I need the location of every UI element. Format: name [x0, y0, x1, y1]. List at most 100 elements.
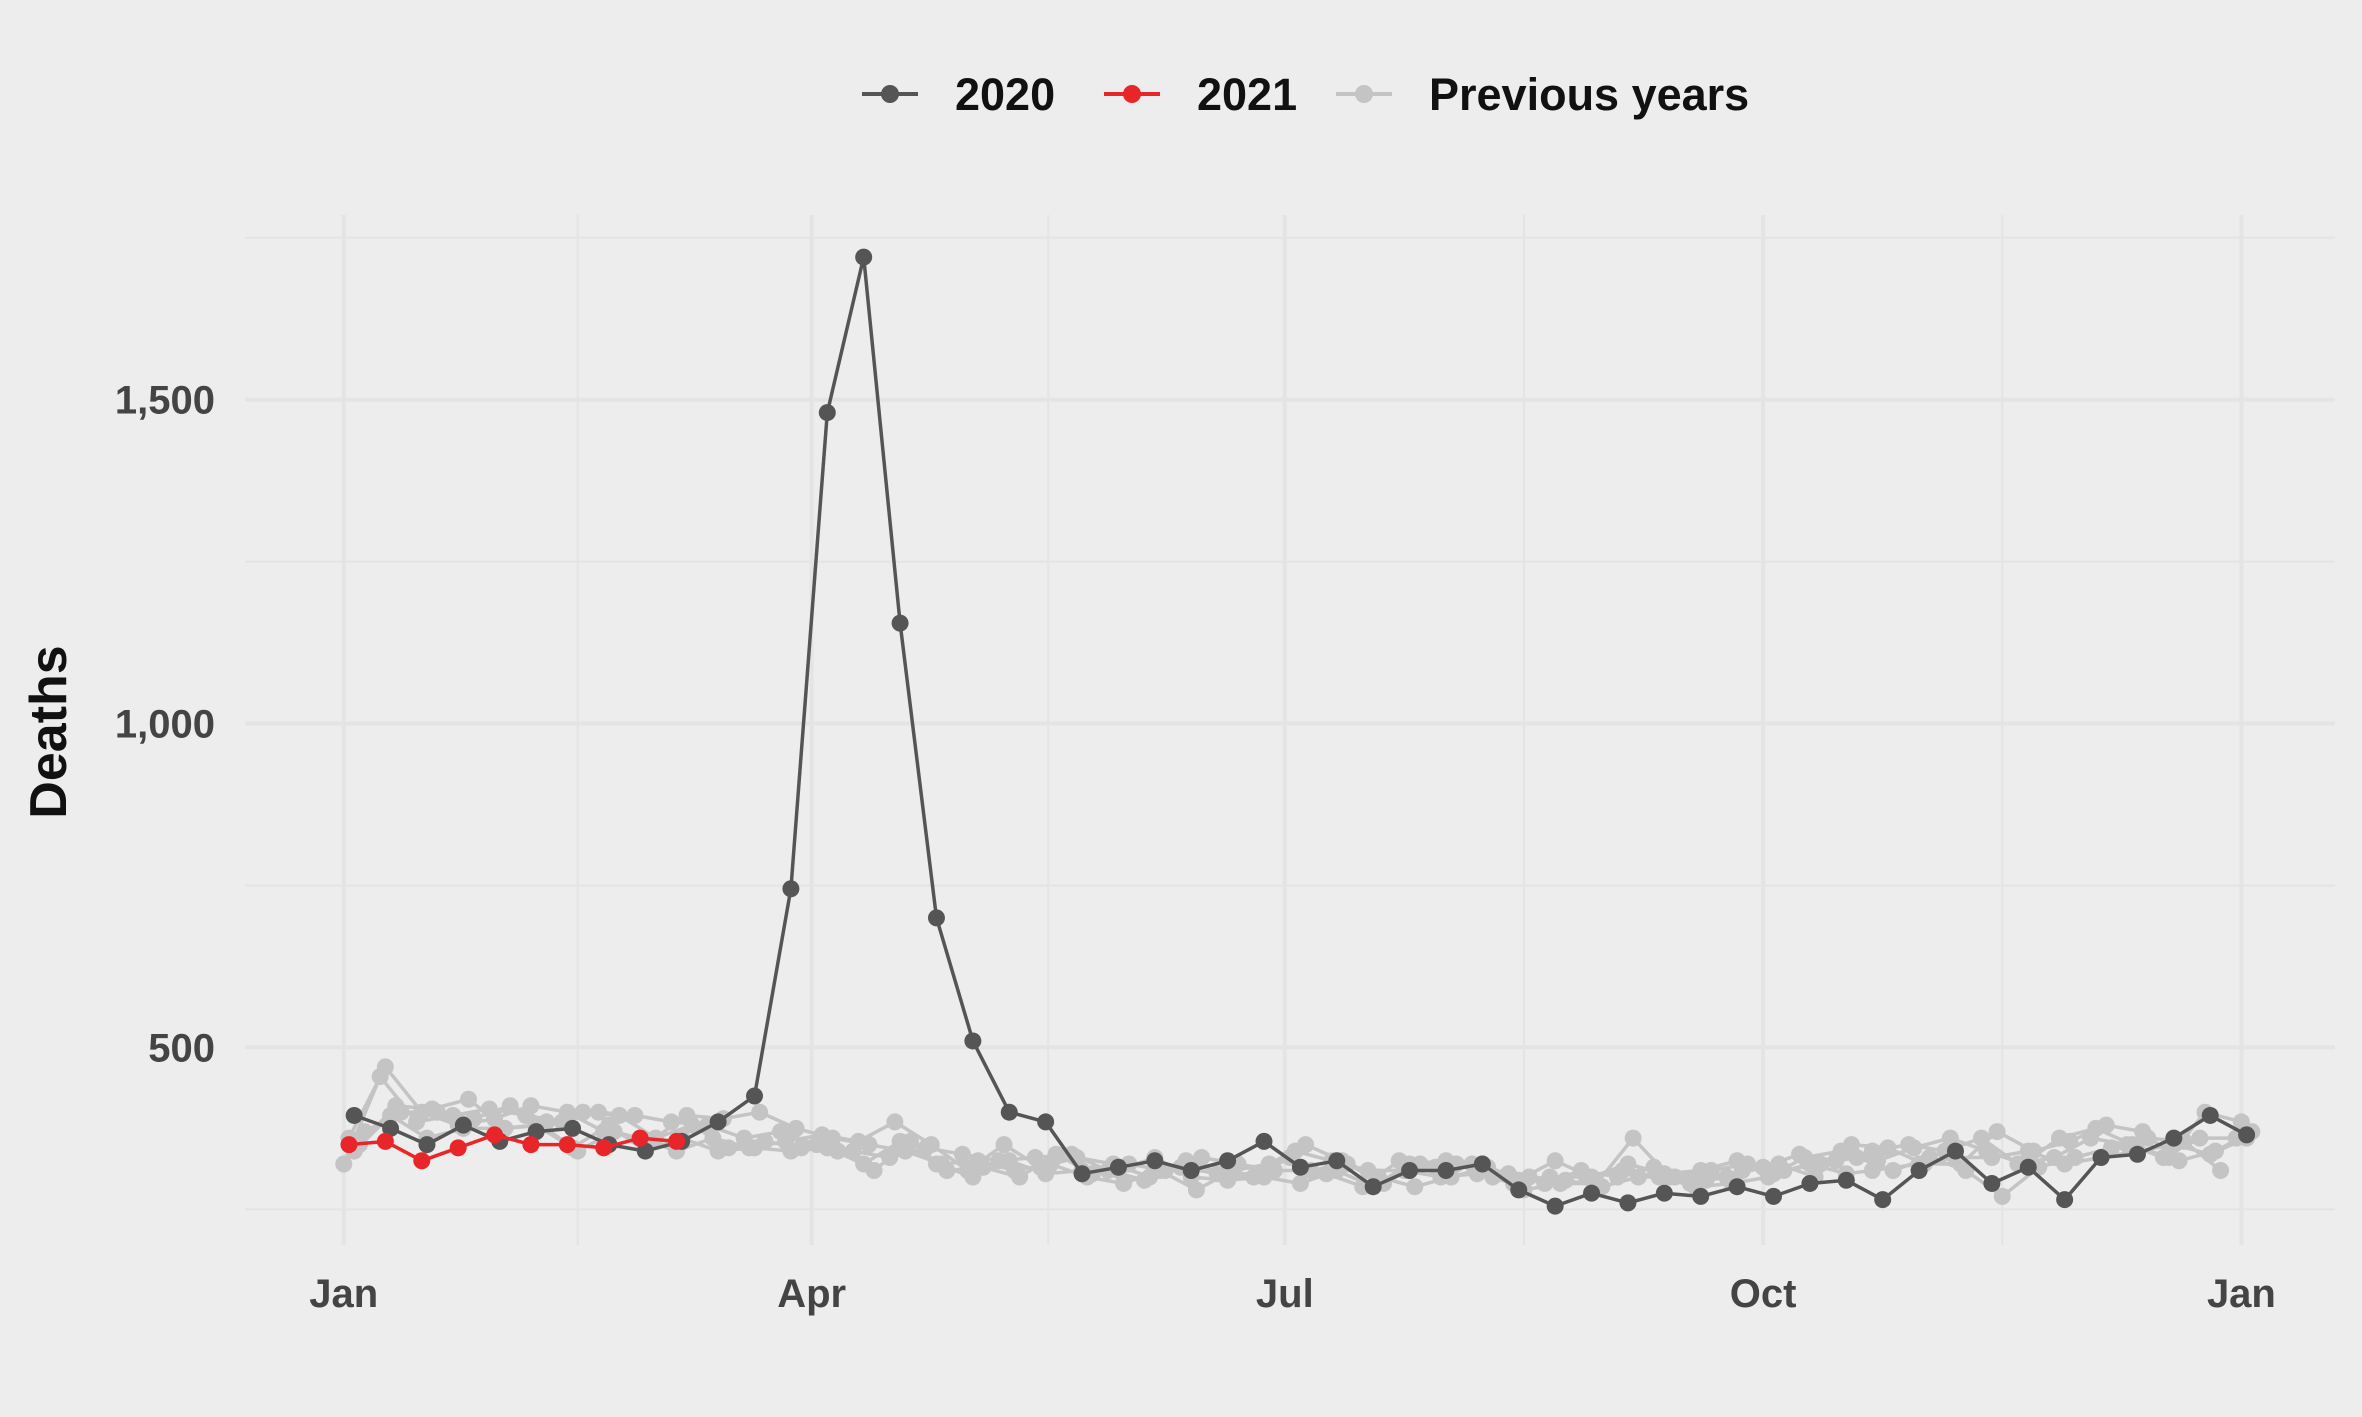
data-point-2020	[1109, 1158, 1127, 1176]
data-point-previous-years	[901, 1132, 919, 1150]
data-point-previous-years	[1811, 1155, 1829, 1173]
data-point-previous-years	[1047, 1145, 1065, 1163]
data-point-2020	[527, 1123, 545, 1141]
data-point-2020	[1037, 1113, 1055, 1131]
data-point-2020	[1401, 1162, 1419, 1180]
legend-marker-2021	[1123, 85, 1141, 103]
legend-item-2020: 2020	[862, 69, 1055, 120]
data-point-previous-years	[1905, 1139, 1923, 1157]
data-point-previous-years	[2139, 1129, 2157, 1147]
data-point-previous-years	[2024, 1142, 2042, 1160]
data-point-2020	[1182, 1162, 1200, 1180]
data-point-2020	[2128, 1145, 2146, 1163]
data-point-previous-years	[392, 1103, 410, 1121]
data-point-previous-years	[356, 1123, 374, 1141]
data-point-2020	[1473, 1155, 1491, 1173]
data-point-2020	[1801, 1174, 1819, 1192]
data-point-2020	[709, 1113, 727, 1131]
data-point-2021	[595, 1139, 613, 1157]
data-point-2020	[927, 909, 945, 927]
data-point-previous-years	[995, 1136, 1013, 1154]
data-point-2020	[855, 248, 873, 266]
data-point-2020	[891, 614, 909, 632]
data-point-2020	[1837, 1171, 1855, 1189]
data-point-previous-years	[938, 1162, 956, 1180]
data-point-2020	[746, 1087, 764, 1105]
data-point-previous-years	[974, 1158, 992, 1176]
data-point-2020	[1328, 1152, 1346, 1170]
data-point-previous-years	[2066, 1149, 2084, 1167]
x-tick-label: Jan	[2207, 1272, 2276, 1316]
data-point-previous-years	[1884, 1162, 1902, 1180]
data-point-previous-years	[662, 1113, 680, 1131]
data-point-2020	[1692, 1187, 1710, 1205]
data-point-previous-years	[2212, 1162, 2230, 1180]
data-point-previous-years	[1291, 1174, 1309, 1192]
data-point-2020	[418, 1136, 436, 1154]
data-point-previous-years	[626, 1106, 644, 1124]
x-tick-label: Apr	[777, 1272, 846, 1316]
data-point-previous-years	[787, 1119, 805, 1137]
data-point-previous-years	[1115, 1174, 1133, 1192]
data-point-previous-years	[756, 1132, 774, 1150]
data-point-previous-years	[953, 1145, 971, 1163]
data-point-2020	[636, 1142, 654, 1160]
data-point-previous-years	[1842, 1136, 1860, 1154]
data-point-previous-years	[1546, 1152, 1564, 1170]
data-point-2020	[1728, 1178, 1746, 1196]
data-point-previous-years	[1739, 1155, 1757, 1173]
data-point-previous-years	[1848, 1149, 1866, 1167]
data-point-2021	[522, 1136, 540, 1154]
data-point-previous-years	[2170, 1152, 2188, 1170]
legend: 2020 2021 Previous years	[862, 69, 1749, 120]
y-tick-label: 500	[148, 1026, 215, 1070]
data-point-previous-years	[1993, 1187, 2011, 1205]
y-axis-ticks: 500 1,000 1,500	[115, 379, 215, 1071]
data-point-previous-years	[1520, 1168, 1538, 1186]
series-layer	[335, 248, 2261, 1215]
data-point-previous-years	[1775, 1162, 1793, 1180]
data-point-2021	[558, 1136, 576, 1154]
data-point-2020	[454, 1116, 472, 1134]
data-point-2020	[345, 1106, 363, 1124]
series-line-2021	[348, 1133, 677, 1163]
data-point-previous-years	[1983, 1149, 2001, 1167]
data-point-2021	[340, 1136, 358, 1154]
data-point-2020	[1000, 1103, 1018, 1121]
data-point-2020	[1765, 1187, 1783, 1205]
data-point-2020	[1073, 1165, 1091, 1183]
data-point-previous-years	[792, 1139, 810, 1157]
legend-label-2020: 2020	[955, 69, 1055, 120]
data-point-2021	[668, 1132, 686, 1150]
x-tick-label: Oct	[1730, 1272, 1797, 1316]
data-point-2021	[631, 1129, 649, 1147]
data-point-previous-years	[2191, 1129, 2209, 1147]
data-point-2020	[2092, 1149, 2110, 1167]
data-point-2020	[1583, 1184, 1601, 1202]
data-point-2020	[1983, 1174, 2001, 1192]
data-point-previous-years	[1629, 1168, 1647, 1186]
data-point-previous-years	[1265, 1162, 1283, 1180]
data-point-previous-years	[2061, 1132, 2079, 1150]
data-point-previous-years	[335, 1155, 353, 1173]
y-tick-label: 1,000	[115, 703, 215, 747]
data-point-2020	[1946, 1142, 1964, 1160]
data-point-previous-years	[751, 1103, 769, 1121]
data-point-previous-years	[683, 1116, 701, 1134]
data-point-previous-years	[860, 1136, 878, 1154]
data-point-2021	[413, 1152, 431, 1170]
x-axis-ticks: Jan Apr Jul Oct Jan	[309, 1272, 2276, 1316]
data-point-2020	[2019, 1158, 2037, 1176]
legend-marker-previous-years	[1355, 85, 1373, 103]
data-point-previous-years	[720, 1139, 738, 1157]
data-point-previous-years	[823, 1129, 841, 1147]
data-point-previous-years	[1011, 1168, 1029, 1186]
data-point-2020	[564, 1119, 582, 1137]
data-point-previous-years	[1557, 1171, 1575, 1189]
data-point-previous-years	[522, 1097, 540, 1115]
data-point-2020	[782, 880, 800, 898]
data-point-2020	[1219, 1152, 1237, 1170]
data-point-previous-years	[1941, 1129, 1959, 1147]
data-point-2020	[2056, 1191, 2074, 1209]
